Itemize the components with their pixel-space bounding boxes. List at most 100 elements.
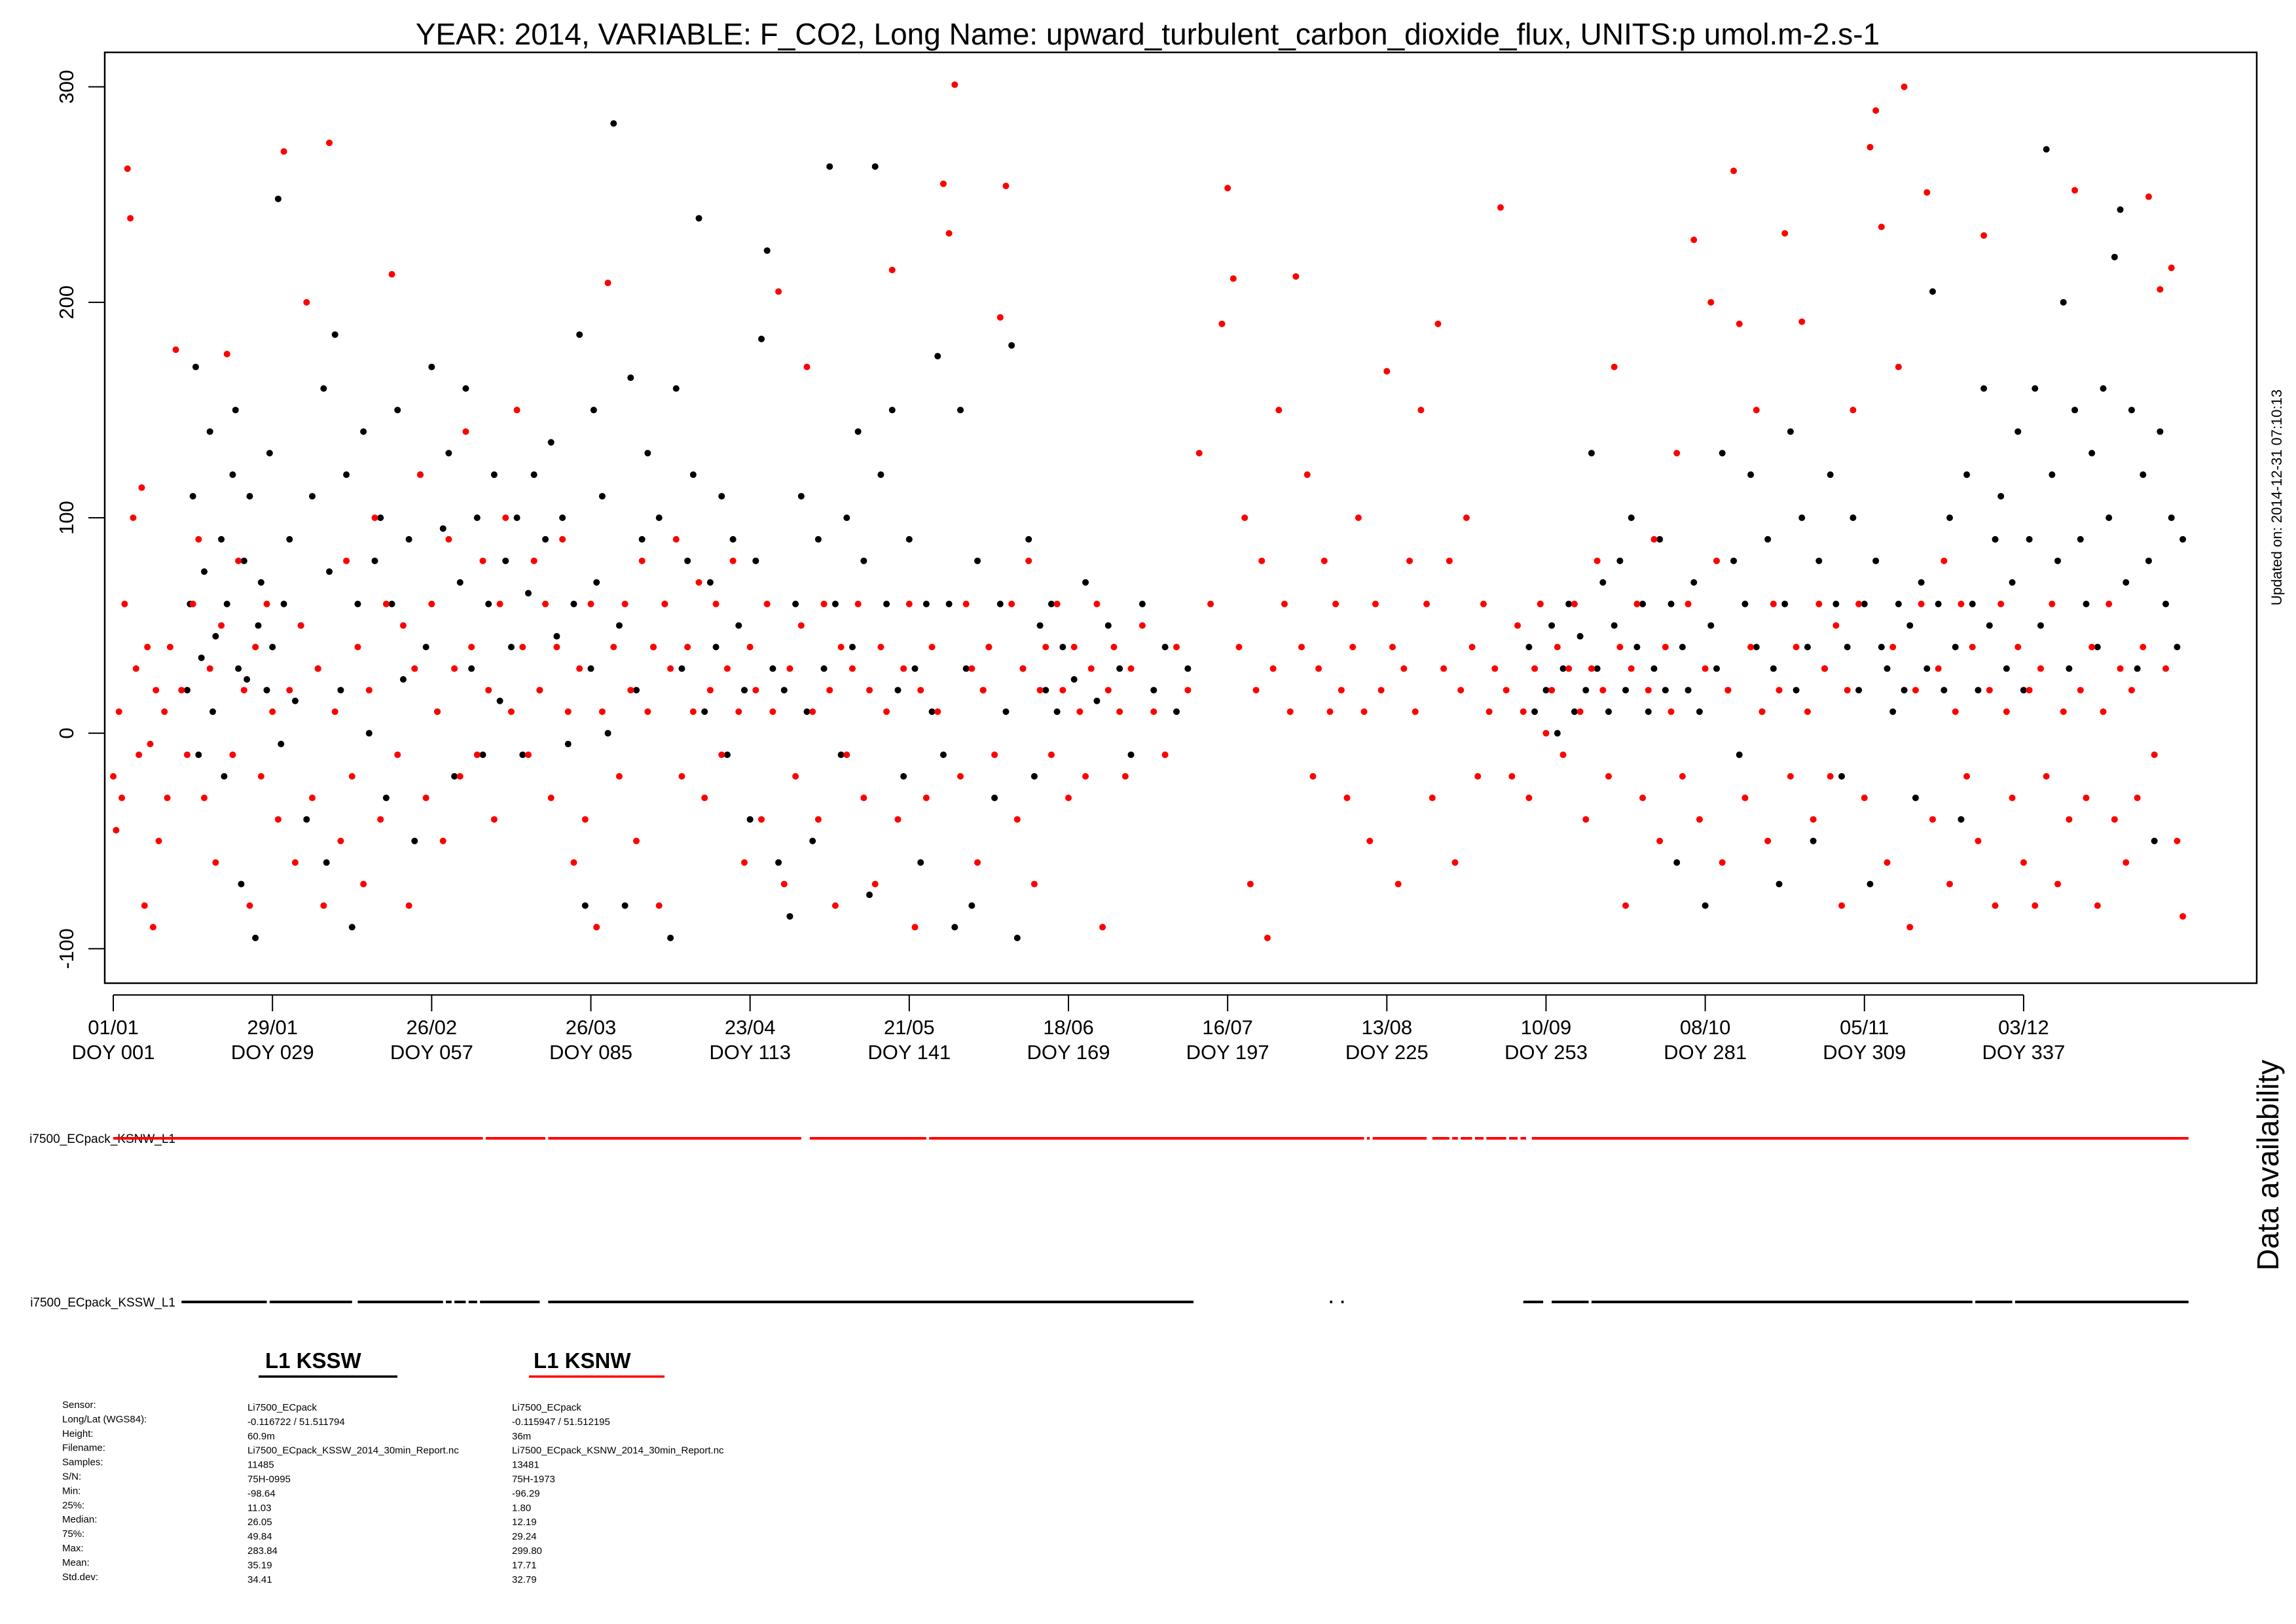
data-point — [1116, 665, 1123, 672]
data-point — [2117, 206, 2124, 213]
data-point — [2174, 837, 2181, 844]
data-point — [1474, 773, 1482, 780]
data-point — [877, 643, 884, 651]
data-point — [1531, 665, 1539, 672]
data-point — [348, 924, 355, 931]
data-point — [712, 600, 720, 607]
data-point — [615, 622, 623, 629]
data-point — [2162, 600, 2170, 607]
data-point — [263, 687, 270, 694]
data-point — [218, 535, 225, 543]
data-point — [1821, 665, 1828, 672]
data-point — [434, 708, 441, 715]
data-point — [604, 280, 611, 287]
data-point — [2037, 665, 2044, 672]
data-point — [255, 622, 262, 629]
data-point — [1104, 622, 1112, 629]
data-point — [195, 535, 202, 543]
data-point — [1861, 600, 1868, 607]
data-point — [1150, 708, 1157, 715]
stat-kssw-value: 11.03 — [247, 1502, 271, 1513]
data-point — [945, 230, 953, 237]
data-point — [820, 600, 828, 607]
data-point — [860, 557, 867, 564]
data-point — [161, 708, 168, 715]
data-point — [939, 180, 947, 187]
data-point — [871, 163, 879, 170]
data-point — [905, 600, 913, 607]
data-point — [2083, 600, 2090, 607]
data-point — [553, 633, 560, 640]
data-point — [1730, 557, 1738, 564]
data-point — [232, 406, 239, 414]
data-point — [968, 902, 975, 909]
data-point — [229, 471, 236, 478]
stat-label: 75%: — [62, 1528, 84, 1540]
series-1 — [110, 81, 2187, 941]
y-tick-label: -100 — [55, 928, 78, 969]
data-point — [269, 643, 276, 651]
data-point — [1343, 794, 1351, 801]
data-point — [2009, 794, 2016, 801]
data-point — [860, 794, 867, 801]
data-point — [678, 665, 685, 672]
data-point — [1776, 687, 1783, 694]
data-point — [723, 665, 731, 672]
data-point — [1628, 665, 1635, 672]
data-point — [587, 665, 594, 672]
data-point — [439, 837, 446, 844]
data-point — [1662, 687, 1669, 694]
stat-kssw-value: 49.84 — [247, 1531, 272, 1542]
data-point — [644, 450, 651, 457]
data-point — [1053, 600, 1061, 607]
data-point — [166, 643, 173, 651]
data-point — [127, 215, 134, 222]
x-tick-date: 21/05 — [884, 1016, 935, 1039]
x-tick-doy: DOY 281 — [1664, 1041, 1747, 1064]
data-point — [1065, 794, 1072, 801]
data-point — [598, 708, 606, 715]
data-point — [957, 773, 964, 780]
data-point — [775, 859, 782, 866]
data-point — [1446, 557, 1453, 564]
data-point — [672, 385, 680, 392]
data-point — [411, 665, 418, 672]
data-point — [189, 493, 196, 500]
data-point — [1986, 622, 1993, 629]
data-point — [786, 665, 793, 672]
data-point — [1508, 773, 1516, 780]
data-point — [1008, 600, 1015, 607]
data-point — [428, 600, 435, 607]
data-point — [1667, 600, 1675, 607]
data-point — [2140, 471, 2147, 478]
stat-label: Height: — [62, 1428, 94, 1439]
stat-kssw-value: 283.84 — [247, 1545, 278, 1557]
stat-ksnw-value: -96.29 — [512, 1488, 540, 1499]
data-point — [2020, 687, 2027, 694]
data-point — [1537, 600, 1544, 607]
data-point — [2049, 600, 2056, 607]
data-point — [479, 751, 486, 759]
data-point — [1491, 665, 1499, 672]
data-point — [786, 912, 793, 920]
x-tick-doy: DOY 141 — [867, 1041, 951, 1064]
data-point — [1679, 643, 1686, 651]
data-point — [2043, 146, 2050, 153]
stat-label: Long/Lat (WGS84): — [62, 1414, 147, 1425]
data-point — [164, 794, 171, 801]
data-point — [252, 934, 259, 941]
data-point — [740, 859, 748, 866]
data-point — [1207, 600, 1214, 607]
data-point — [1850, 406, 1857, 414]
data-point — [490, 471, 498, 478]
data-point — [1764, 535, 1772, 543]
data-point — [382, 600, 390, 607]
legend-ksnw-label: L1 KSNW — [534, 1348, 631, 1373]
data-point — [769, 665, 776, 672]
data-point — [297, 622, 304, 629]
stat-ksnw-value: Li7500_ECpack — [512, 1402, 581, 1413]
data-point — [240, 557, 247, 564]
x-tick-date: 29/01 — [247, 1016, 298, 1039]
data-point — [360, 880, 367, 888]
stat-kssw-value: 34.41 — [247, 1574, 272, 1585]
